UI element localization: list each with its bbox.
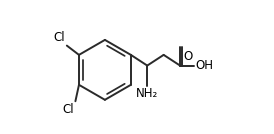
Text: Cl: Cl	[54, 31, 65, 44]
Text: Cl: Cl	[62, 103, 74, 116]
Text: O: O	[184, 50, 193, 63]
Text: OH: OH	[195, 59, 213, 72]
Text: NH₂: NH₂	[136, 87, 158, 100]
